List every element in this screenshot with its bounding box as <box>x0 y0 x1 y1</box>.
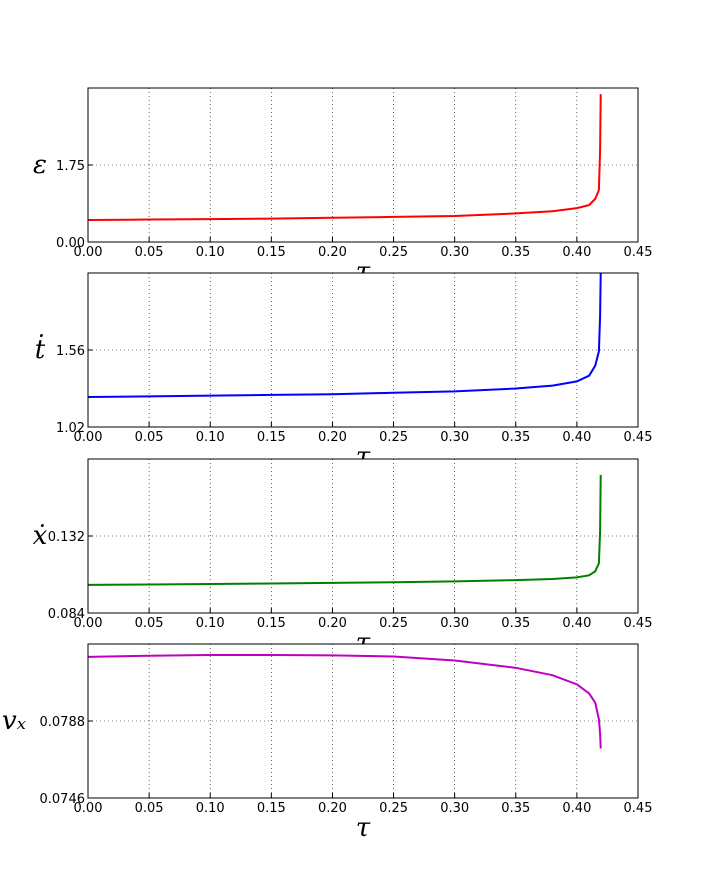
y-axis-label: vₓ <box>2 706 26 736</box>
axes-background <box>88 644 638 798</box>
x-tick-label: 0.20 <box>318 616 347 631</box>
x-tick-label: 0.45 <box>624 616 653 631</box>
x-tick-label: 0.30 <box>440 245 469 260</box>
data-line <box>88 475 602 586</box>
y-tick-label: 0.00 <box>56 236 85 251</box>
axes-background <box>88 459 638 613</box>
x-tick-label: 0.10 <box>196 430 225 445</box>
axes-frame <box>87 458 639 614</box>
x-tick-label: 0.00 <box>74 430 103 445</box>
x-tick-label: 0.20 <box>318 245 347 260</box>
plot-area <box>88 272 602 399</box>
x-tick-label: 0.40 <box>562 430 591 445</box>
axes-background <box>88 273 638 427</box>
y-tick-label: 1.75 <box>56 159 85 174</box>
x-tick-label: 0.35 <box>501 245 530 260</box>
plot-area <box>88 94 602 221</box>
x-tick-label: 0.25 <box>379 430 408 445</box>
y-axis-label: ẋ <box>33 521 48 551</box>
x-tick-label: 0.35 <box>501 616 530 631</box>
x-tick-label: 0.00 <box>74 801 103 816</box>
x-tick-label: 0.15 <box>257 245 286 260</box>
x-tick-label: 0.10 <box>196 616 225 631</box>
x-tick-label: 0.40 <box>562 245 591 260</box>
axes-frame <box>87 643 639 799</box>
x-tick-label: 0.15 <box>257 801 286 816</box>
panel: 0.00 0.05 0.10 0.15 0.20 0.25 0.30 0.35 0.40 0.45… <box>2 643 653 843</box>
y-tick-label: 1.56 <box>56 344 85 359</box>
x-tick-label: 0.45 <box>624 801 653 816</box>
x-tick-label: 0.30 <box>440 616 469 631</box>
x-tick-label: 0.00 <box>74 616 103 631</box>
panel: 0.00 0.05 0.10 0.15 0.20 0.25 0.30 0.35 0.40 0.45… <box>33 87 653 287</box>
x-tick-label: 0.40 <box>562 801 591 816</box>
x-tick-label: 0.25 <box>379 245 408 260</box>
x-tick-label: 0.15 <box>257 430 286 445</box>
data-line <box>88 654 602 749</box>
data-line <box>88 272 602 399</box>
y-axis-label: ṫ <box>35 333 46 365</box>
x-axis-label: τ <box>356 813 371 843</box>
panel: 0.00 0.05 0.10 0.15 0.20 0.25 0.30 0.35 0.40 0.45… <box>35 272 653 472</box>
y-axis-label: ε <box>33 150 47 180</box>
x-tick-label: 0.15 <box>257 616 286 631</box>
x-tick-label: 0.25 <box>379 801 408 816</box>
x-tick-label: 0.05 <box>135 245 164 260</box>
x-tick-label: 0.10 <box>196 245 225 260</box>
x-tick-label: 0.25 <box>379 616 408 631</box>
axes-frame <box>87 87 639 243</box>
data-line <box>88 94 602 221</box>
y-tick-label: 0.132 <box>48 530 85 545</box>
plot-area <box>88 654 602 749</box>
x-tick-label: 0.05 <box>135 801 164 816</box>
y-tick-label: 1.02 <box>56 421 85 436</box>
x-tick-label: 0.05 <box>135 430 164 445</box>
x-tick-label: 0.20 <box>318 430 347 445</box>
plot-area <box>88 475 602 586</box>
x-tick-label: 0.45 <box>624 245 653 260</box>
x-tick-label: 0.35 <box>501 430 530 445</box>
x-tick-label: 0.05 <box>135 616 164 631</box>
x-tick-label: 0.30 <box>440 430 469 445</box>
y-tick-label: 0.0788 <box>40 715 86 730</box>
x-tick-label: 0.35 <box>501 801 530 816</box>
panel: 0.00 0.05 0.10 0.15 0.20 0.25 0.30 0.35 0.40 0.45… <box>33 458 653 658</box>
y-tick-label: 0.084 <box>48 607 85 622</box>
x-tick-label: 0.00 <box>74 245 103 260</box>
y-tick-label: 0.0746 <box>40 792 86 807</box>
x-tick-label: 0.40 <box>562 616 591 631</box>
x-tick-label: 0.10 <box>196 801 225 816</box>
x-tick-label: 0.45 <box>624 430 653 445</box>
x-tick-label: 0.30 <box>440 801 469 816</box>
axes-frame <box>87 272 639 428</box>
x-tick-label: 0.20 <box>318 801 347 816</box>
axes-background <box>88 88 638 242</box>
